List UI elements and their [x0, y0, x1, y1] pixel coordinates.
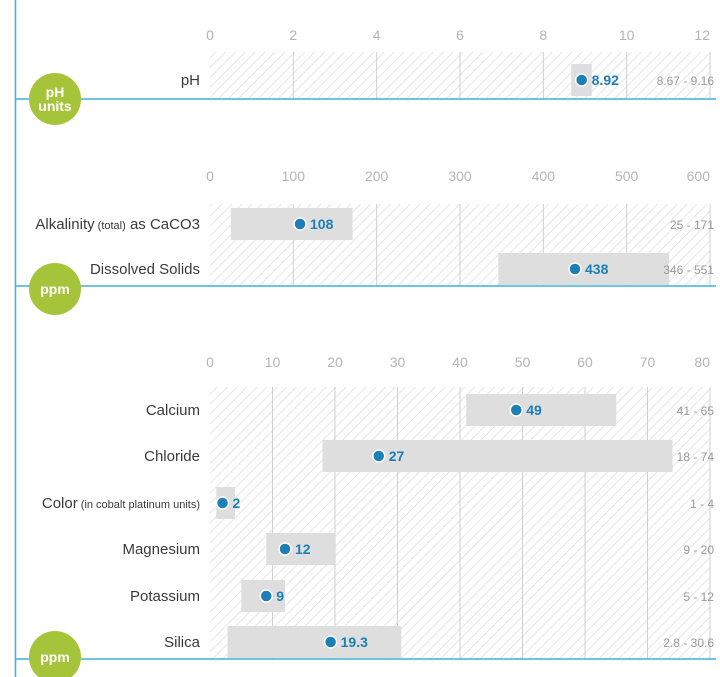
tick-label: 500 [615, 168, 639, 184]
tick-label: 10 [265, 354, 281, 370]
panel-3: 0 10 20 30 40 50 60 70 80 Calcium 41 - 65 49 Chlorid… [15, 354, 716, 677]
tick-label: 30 [390, 354, 406, 370]
value-dot [259, 589, 273, 603]
unit-badge-label: pH [46, 84, 65, 100]
tick-label: 2 [289, 27, 297, 43]
value-label: 27 [389, 448, 405, 464]
row-label: pH [181, 72, 200, 89]
range-band [227, 626, 402, 658]
unit-badge-label: ppm [40, 649, 70, 665]
unit-badge-circle [29, 263, 81, 315]
value-label: 19.3 [341, 634, 368, 650]
value-label: 8.92 [592, 72, 619, 88]
tick-label: 300 [448, 168, 472, 184]
value-label: 438 [585, 261, 609, 277]
tick-label: 80 [694, 354, 710, 370]
value-dot [278, 542, 292, 556]
tick-label: 70 [640, 354, 656, 370]
unit-badge-label: units [38, 98, 72, 114]
value-dot [574, 73, 589, 87]
data-row: Chloride 18 - 74 27 [144, 440, 714, 472]
value-dot [293, 217, 307, 231]
data-row: Silica 2.8 - 30.6 19.3 [164, 626, 714, 658]
tick-label: 12 [694, 27, 710, 43]
range-band [466, 394, 617, 426]
tick-label: 60 [577, 354, 593, 370]
row-label: Potassium [130, 588, 200, 605]
value-label: 12 [295, 541, 311, 557]
data-row: Color (in cobalt platinum units) 1 - 4 2 [42, 487, 714, 519]
data-row: pH 8.67 - 9.16 8.92 [181, 64, 715, 96]
panel-2: 0 100 200 300 400 500 600 Alkalinity (total) as… [15, 168, 716, 315]
tick-label: 4 [373, 27, 381, 43]
value-label: 9 [276, 588, 284, 604]
data-row: Magnesium 9 - 20 12 [122, 533, 714, 565]
row-label: Dissolved Solids [90, 261, 200, 278]
unit-badge-circle [29, 73, 81, 125]
tick-label: 20 [327, 354, 343, 370]
row-label: Magnesium [122, 541, 200, 558]
tick-label: 10 [619, 27, 635, 43]
range-label: 346 - 551 [663, 263, 714, 277]
range-label: 5 - 12 [683, 590, 714, 604]
tick-label: 200 [365, 168, 389, 184]
tick-label: 0 [206, 354, 214, 370]
row-label: Alkalinity (total) as CaCO3 [35, 216, 200, 233]
unit-badge: ppm [29, 263, 81, 315]
value-dot [215, 496, 230, 510]
data-row: Potassium 5 - 12 9 [130, 580, 714, 612]
data-row: Dissolved Solids 346 - 551 438 [90, 253, 714, 285]
tick-label: 0 [206, 168, 214, 184]
tick-label: 100 [282, 168, 306, 184]
range-label: 2.8 - 30.6 [663, 636, 714, 650]
range-label: 8.67 - 9.16 [657, 74, 715, 88]
tick-label: 0 [206, 27, 214, 43]
data-row: Calcium 41 - 65 49 [146, 394, 715, 426]
value-label: 49 [526, 402, 542, 418]
value-dot [372, 449, 386, 463]
tick-label: 600 [687, 168, 711, 184]
unit-badge-label: ppm [40, 281, 70, 297]
range-label: 25 - 171 [670, 218, 714, 232]
value-dot [568, 262, 582, 276]
range-label: 18 - 74 [677, 450, 715, 464]
row-label: Color (in cobalt platinum units) [42, 495, 200, 512]
value-dot [509, 403, 523, 417]
range-band [266, 533, 335, 565]
value-label: 108 [310, 216, 334, 232]
row-label: Chloride [144, 448, 200, 465]
data-row: Alkalinity (total) as CaCO3 25 - 171 108 [35, 208, 714, 240]
range-band [230, 208, 353, 240]
tick-label: 50 [515, 354, 531, 370]
range-label: 41 - 65 [677, 404, 715, 418]
tick-label: 40 [452, 354, 468, 370]
tick-label: 8 [539, 27, 547, 43]
range-band [498, 253, 670, 285]
range-label: 1 - 4 [690, 497, 714, 511]
range-label: 9 - 20 [683, 543, 714, 557]
unit-badge: ppm [29, 631, 81, 677]
value-label: 2 [233, 495, 241, 511]
value-dot [323, 635, 338, 649]
row-label: Silica [164, 634, 201, 651]
unit-badge-circle [29, 631, 81, 677]
row-label: Calcium [146, 402, 200, 419]
tick-label: 400 [532, 168, 556, 184]
tick-label: 6 [456, 27, 464, 43]
